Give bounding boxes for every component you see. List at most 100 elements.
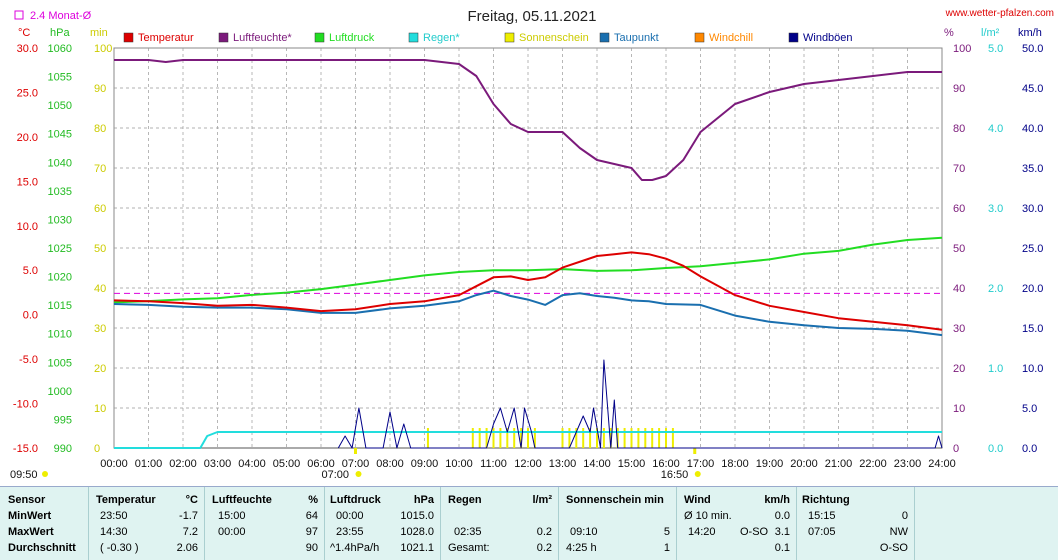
unit-hpa: hPa <box>50 27 70 39</box>
sunshine-bar-13 <box>582 428 585 448</box>
humidity-axis-tick-1: 90 <box>953 83 965 95</box>
sunshine-bar-26 <box>671 428 674 448</box>
sunrise-icon <box>355 471 362 477</box>
legend-swatch-3 <box>408 32 419 43</box>
humidity-axis-tick-6: 40 <box>953 283 965 295</box>
sunshine-bar-22 <box>644 428 647 448</box>
x-tick-1: 01:00 <box>135 458 163 470</box>
legend-label-2: Luftdruck <box>329 32 375 44</box>
wind-axis-tick-2: 40.0 <box>1022 123 1043 135</box>
legend: Temperatur Luftfeuchte* Luftdruck Regen* Son… <box>123 32 853 44</box>
temp-axis-tick-3: 15.0 <box>17 176 38 188</box>
wind-axis-tick-8: 10.0 <box>1022 363 1043 375</box>
stats-rain-unit: l/m² <box>532 494 552 506</box>
stats-wind-head: Wind <box>684 494 711 506</box>
stats-dir-max: NW <box>889 526 908 538</box>
wind-axis-tick-3: 35.0 <box>1022 163 1043 175</box>
rain-axis-tick-0: 5.0 <box>988 43 1003 55</box>
stats-hum-head: Luftfeuchte <box>212 494 272 506</box>
sunshine-bar-25 <box>665 428 667 448</box>
temp-axis-tick-9: -15.0 <box>13 443 38 455</box>
stats-temp-max-time: 14:30 <box>100 526 128 538</box>
x-tick-8: 08:00 <box>376 458 404 470</box>
sunshine-bar-10 <box>561 428 564 448</box>
start-time-label: 09:50 <box>10 469 38 481</box>
series-taupunkt <box>113 289 943 337</box>
sunshine-bar-8 <box>527 428 529 448</box>
average-label: 2.4 Monat-Ø <box>30 10 92 22</box>
stats-press-max: 1028.0 <box>400 526 434 538</box>
stats-sensor-head: Sensor <box>8 494 46 506</box>
series-windböen <box>337 359 943 449</box>
temp-axis-tick-7: -5.0 <box>19 354 38 366</box>
temp-axis-tick-0: 30.0 <box>17 43 38 55</box>
rain-axis-tick-1: 4.0 <box>988 123 1003 135</box>
legend-swatch-5 <box>599 32 610 43</box>
stats-wind-min: 0.0 <box>774 510 790 522</box>
stats-col-direction: Richtung 15:15 0 07:05 NW O-SO <box>796 487 915 560</box>
rain-axis-tick-4: 1.0 <box>988 363 1003 375</box>
wind-axis-tick-9: 5.0 <box>1022 403 1037 415</box>
pressure-axis-tick-3: 1045 <box>48 129 72 141</box>
humidity-axis-tick-2: 80 <box>953 123 965 135</box>
temp-axis-tick-4: 10.0 <box>17 221 38 233</box>
x-tick-10: 10:00 <box>445 458 473 470</box>
sunset-icon <box>694 471 701 477</box>
sunshine-bar-27 <box>426 428 429 448</box>
stats-row-avg: Durchschnitt <box>8 542 76 554</box>
sun-axis-tick-8: 20 <box>94 363 106 375</box>
stats-hum-min: 64 <box>305 510 318 522</box>
x-tick-14: 14:00 <box>583 458 611 470</box>
stats-hum-max: 97 <box>305 526 318 538</box>
series-luftfeuchte <box>114 59 942 181</box>
sunshine-bar-4 <box>499 428 502 448</box>
x-tick-2: 02:00 <box>169 458 197 470</box>
stats-hum-min-time: 15:00 <box>218 510 246 522</box>
stats-sun-max: 5 <box>663 526 670 538</box>
sunshine-bar-0 <box>471 428 474 448</box>
unit-lm2: l/m² <box>981 27 1000 39</box>
pressure-axis-tick-8: 1020 <box>48 272 72 284</box>
stats-col-temperature: Temperatur °C 23:50 -1.7 14:30 7.2 ( -0.… <box>88 487 205 560</box>
sunshine-bar-14 <box>589 428 592 448</box>
legend-label-6: Windchill <box>709 32 753 44</box>
pressure-axis-tick-6: 1030 <box>48 214 72 226</box>
legend-label-0: Temperatur <box>138 32 194 44</box>
humidity-axis-tick-7: 30 <box>953 323 965 335</box>
stats-hum-unit: % <box>308 494 318 506</box>
stats-rain-head: Regen <box>448 494 482 506</box>
stats-rain-max: 0.2 <box>536 526 552 538</box>
legend-label-3: Regen* <box>423 32 460 44</box>
sun-axis-tick-2: 80 <box>94 123 106 135</box>
stats-wind-max-time: 14:20 <box>688 526 716 538</box>
temp-axis-tick-8: -10.0 <box>13 399 38 411</box>
stats-press-max-time: 23:55 <box>336 526 364 538</box>
humidity-axis-tick-3: 70 <box>953 163 965 175</box>
site-url[interactable]: www.wetter-pfalzen.com <box>945 8 1054 19</box>
pressure-axis-tick-11: 1005 <box>48 357 72 369</box>
stats-col-pressure: Luftdruck hPa 00:00 1015.0 23:55 1028.0 … <box>324 487 441 560</box>
stats-rain-total-label: Gesamt: <box>448 542 490 554</box>
stats-temp-max: 7.2 <box>182 526 198 538</box>
wind-axis-tick-7: 15.0 <box>1022 323 1043 335</box>
legend-label-7: Windböen <box>803 32 853 44</box>
pressure-axis-tick-10: 1010 <box>48 329 72 341</box>
wind-axis-tick-6: 20.0 <box>1022 283 1043 295</box>
x-tick-5: 05:00 <box>273 458 301 470</box>
sun-axis-tick-6: 40 <box>94 283 106 295</box>
sunshine-bar-23 <box>651 428 654 448</box>
series-luftdruck <box>113 236 943 304</box>
x-tick-15: 15:00 <box>618 458 646 470</box>
legend-label-1: Luftfeuchte* <box>233 32 292 44</box>
pressure-axis-tick-12: 1000 <box>48 386 72 398</box>
pressure-axis-tick-4: 1040 <box>48 157 72 169</box>
rain-axis-tick-3: 2.0 <box>988 283 1003 295</box>
series-regen <box>114 431 942 449</box>
weather-chart: Freitag, 05.11.2021 www.wetter-pfalzen.c… <box>10 8 1054 481</box>
stats-sun-avg: 1 <box>663 542 670 554</box>
x-tick-13: 13:00 <box>549 458 577 470</box>
legend-label-4: Sonnenschein <box>519 32 589 44</box>
stats-dir-min-time: 15:15 <box>808 510 836 522</box>
pressure-axis-tick-0: 1060 <box>48 43 72 55</box>
stats-press-avg: 1021.1 <box>400 542 434 554</box>
